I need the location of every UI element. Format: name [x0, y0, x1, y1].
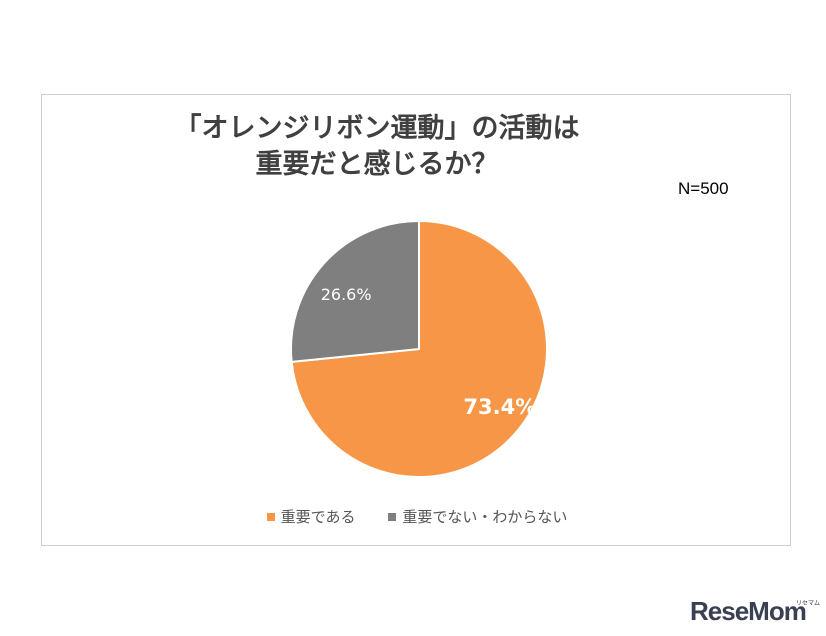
chart-title-line-1: 「オレンジリボン運動」の活動は — [174, 113, 580, 144]
chart-title: 「オレンジリボン運動」の活動は 重要だと感じるか？ — [42, 111, 792, 183]
legend-item-important: 重要である — [266, 506, 356, 527]
legend-swatch-not-important — [388, 512, 397, 521]
pie-chart: 73.4% 26.6% — [290, 219, 548, 478]
chart-frame: 「オレンジリボン運動」の活動は 重要だと感じるか？ N=500 73.4% 26.… — [41, 94, 791, 546]
resemom-logo: ReseMom — [690, 596, 807, 626]
legend-label-important: 重要である — [280, 508, 356, 526]
legend-swatch-important — [266, 512, 275, 521]
legend-label-not-important: 重要でない・わからない — [402, 508, 568, 526]
pie-slice-not-important — [290, 219, 420, 363]
sample-size-label: N=500 — [678, 179, 729, 198]
pie-label-important: 73.4% — [463, 395, 536, 419]
legend: 重要である 重要でない・わからない — [42, 506, 792, 527]
chart-title-line-2: 重要だと感じるか？ — [255, 149, 499, 180]
pie-label-not-important: 26.6% — [321, 285, 372, 304]
legend-item-not-important: 重要でない・わからない — [388, 506, 567, 527]
resemom-logo-sub: リセマム — [796, 600, 821, 607]
